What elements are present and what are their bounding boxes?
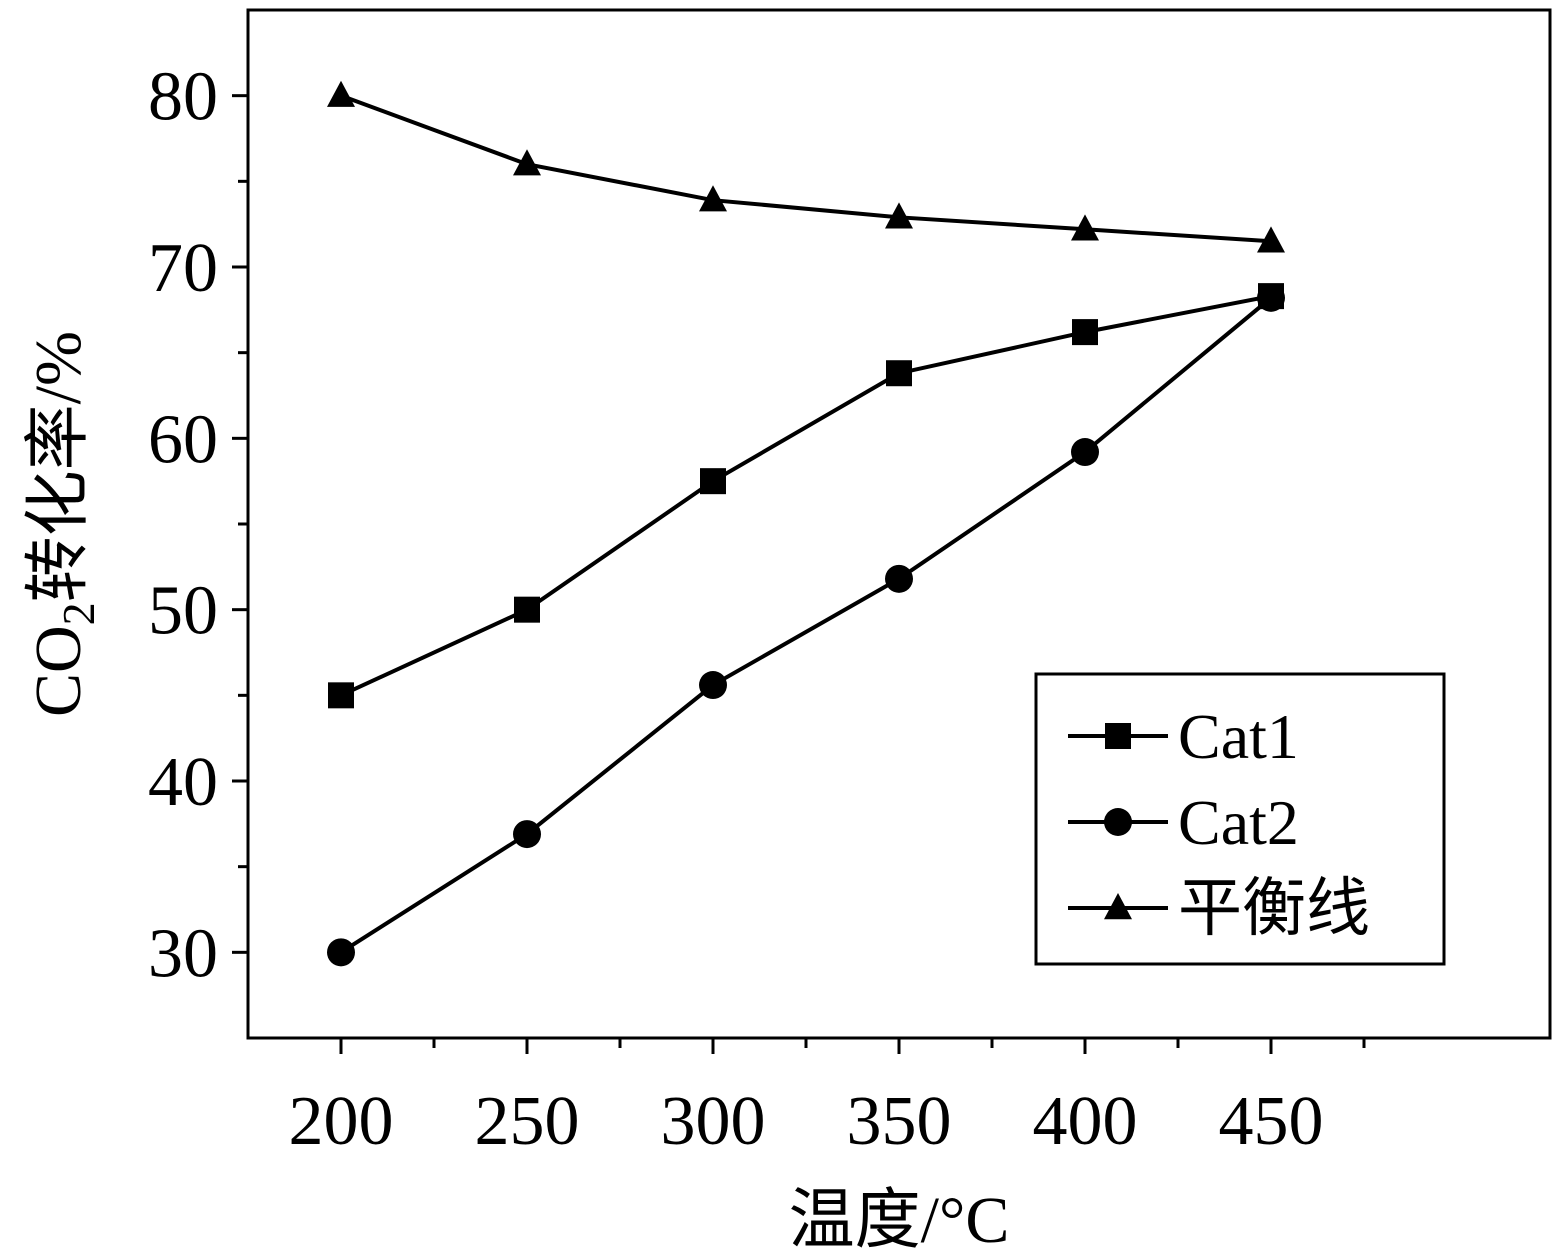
y-tick-label: 40: [148, 744, 218, 821]
data-point: [1257, 283, 1285, 312]
legend-marker: [1105, 723, 1131, 749]
data-point: [885, 202, 913, 229]
x-tick-label: 450: [1219, 1083, 1324, 1160]
data-point: [513, 820, 541, 849]
y-tick-label: 70: [148, 230, 218, 307]
x-tick-label: 300: [661, 1083, 766, 1160]
y-axis-label: CO2转化率/%: [22, 331, 104, 717]
data-point: [1072, 319, 1098, 346]
y-axis-ticks: 30 40 50 60 70 80: [148, 59, 248, 992]
data-point: [1071, 438, 1099, 467]
data-point: [699, 671, 727, 700]
y-tick-label: 50: [148, 573, 218, 650]
x-tick-label: 400: [1033, 1083, 1138, 1160]
y-axis-label-rest: 转化率/%: [22, 331, 95, 602]
series-line: [340, 294, 1272, 698]
series-line: [340, 93, 1272, 244]
x-tick-label: 250: [475, 1083, 580, 1160]
y-tick-label: 60: [148, 401, 218, 478]
data-point: [699, 185, 727, 212]
data-point: [327, 938, 355, 967]
legend-entry: 平衡线: [1068, 873, 1370, 944]
x-axis-label: 温度/°C: [789, 1184, 1010, 1257]
legend-label: Cat1: [1178, 701, 1299, 772]
legend: Cat1 Cat2 平衡线: [1034, 672, 1446, 966]
data-point: [328, 682, 354, 709]
data-point: [1071, 214, 1099, 241]
data-point: [700, 468, 726, 495]
legend-entry: Cat1: [1068, 701, 1299, 772]
y-tick-label: 30: [148, 915, 218, 992]
y-axis-label-main: CO: [22, 625, 95, 717]
data-point: [327, 80, 355, 107]
series-2: [327, 283, 1285, 967]
y-tick-label: 80: [148, 59, 218, 136]
series-line: [339, 296, 1273, 955]
x-tick-label: 200: [289, 1083, 394, 1160]
data-point: [513, 149, 541, 176]
y-axis-label-subscript: 2: [53, 602, 104, 625]
data-point: [514, 596, 540, 623]
legend-label: 平衡线: [1178, 873, 1370, 944]
legend-marker: [1104, 808, 1132, 836]
legend-items: Cat1 Cat2 平衡线: [1068, 701, 1370, 944]
series-3: [327, 80, 1285, 253]
series-1: [328, 283, 1284, 709]
legend-box: [1034, 672, 1446, 966]
data-point: [886, 360, 912, 387]
data-point: [1257, 226, 1285, 253]
series-layer: [327, 80, 1285, 967]
x-axis-ticks: 200 250 300 350 400 450: [289, 1038, 1366, 1160]
legend-entry: Cat2: [1068, 787, 1299, 858]
legend-label: Cat2: [1178, 787, 1299, 858]
legend-marker: [1104, 893, 1132, 920]
x-tick-label: 350: [847, 1083, 952, 1160]
data-point: [885, 564, 913, 593]
